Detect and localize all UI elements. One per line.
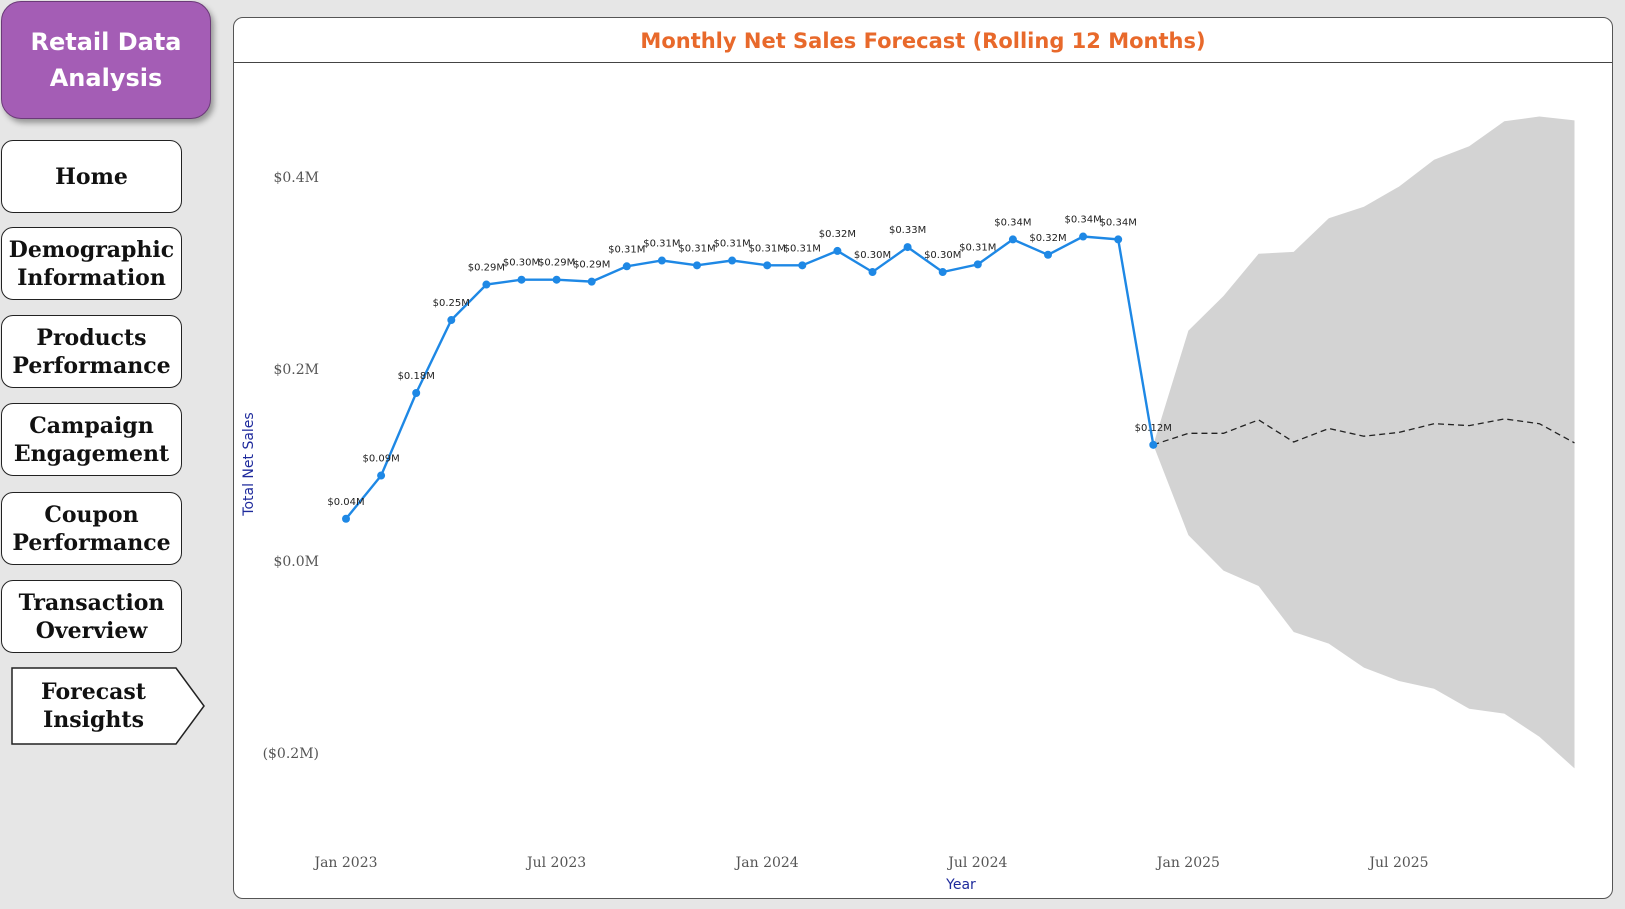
data-point [973, 260, 982, 269]
y-tick-label: $0.2M [273, 362, 319, 378]
data-label: $0.31M [678, 243, 715, 254]
nav-products-label-2: Performance [12, 352, 171, 379]
x-axis-title: Year [945, 877, 976, 893]
data-point [903, 243, 912, 252]
data-label: $0.30M [854, 250, 891, 261]
data-label: $0.29M [468, 263, 505, 274]
y-tick-label: $0.0M [273, 554, 319, 570]
x-tick-label: Jul 2023 [525, 855, 586, 871]
data-label: $0.29M [573, 260, 610, 271]
data-label: $0.18M [398, 371, 435, 382]
nav-campaign-label-1: Campaign [29, 412, 154, 439]
data-point [938, 268, 947, 277]
data-label: $0.34M [1064, 215, 1101, 226]
nav-home-label: Home [55, 163, 128, 190]
data-point [1149, 440, 1158, 449]
data-point [342, 514, 350, 523]
data-point [728, 256, 737, 265]
forecast-line-chart: $0.4M $0.2M $0.0M ($0.2M) Jan 2023 Jul 2023 Ja… [241, 116, 1575, 893]
nav-demographic-label-1: Demographic [8, 236, 175, 263]
x-tick-label: Jul 2024 [946, 855, 1007, 871]
data-point [412, 389, 421, 397]
data-label: $0.31M [784, 243, 821, 254]
forecast-confidence-band [1153, 116, 1575, 769]
data-label: $0.32M [1029, 233, 1066, 244]
data-point [552, 275, 561, 284]
nav-transaction-label-2: Overview [35, 617, 148, 644]
data-label: $0.34M [1100, 217, 1137, 228]
y-tick-label: ($0.2M) [263, 746, 319, 762]
forecast-chart-panel: Monthly Net Sales Forecast (Rolling 12 M… [233, 17, 1613, 899]
nav-coupon-label-2: Performance [12, 529, 171, 556]
app-logo: Retail Data Analysis [1, 1, 211, 119]
data-label: $0.30M [924, 250, 961, 261]
actual-sales-line [345, 235, 1155, 520]
data-point [1044, 250, 1052, 259]
logo-line-1: Retail Data [30, 28, 182, 56]
chart-title: Monthly Net Sales Forecast (Rolling 12 M… [234, 18, 1612, 63]
data-label: $0.25M [433, 298, 470, 309]
y-axis-title: Total Net Sales [241, 412, 257, 516]
data-label: $0.31M [608, 244, 645, 255]
x-tick-label: Jan 2025 [1155, 855, 1220, 871]
data-point [1114, 235, 1123, 244]
nav-transaction-button[interactable]: Transaction Overview [1, 580, 182, 653]
nav-forecast-button[interactable]: Forecast Insights [11, 667, 206, 745]
nav-demographic-label-2: Information [17, 264, 166, 291]
data-point [833, 246, 842, 255]
data-label: $0.12M [1135, 423, 1172, 434]
nav-home-button[interactable]: Home [1, 140, 182, 213]
data-label: $0.31M [749, 243, 786, 254]
data-point [622, 262, 631, 271]
x-tick-label: Jul 2025 [1367, 855, 1428, 871]
data-label: $0.31M [959, 242, 996, 253]
data-label: $0.32M [819, 229, 856, 240]
y-tick-label: $0.4M [273, 170, 319, 186]
nav-products-label-1: Products [36, 324, 147, 351]
nav-campaign-label-2: Engagement [13, 440, 170, 467]
data-label: $0.31M [643, 239, 680, 250]
data-point [1008, 235, 1017, 244]
nav-transaction-label-1: Transaction [18, 589, 165, 616]
data-label: $0.09M [362, 454, 399, 465]
data-point [377, 471, 386, 480]
nav-products-button[interactable]: Products Performance [1, 315, 182, 388]
data-point [763, 261, 772, 270]
data-label: $0.04M [327, 497, 364, 508]
forecast-line [1153, 418, 1575, 446]
x-tick-label: Jan 2023 [312, 855, 377, 871]
data-point [587, 277, 596, 286]
data-point [868, 268, 877, 277]
data-point [1079, 232, 1088, 241]
data-point [482, 280, 491, 289]
nav-coupon-label-1: Coupon [44, 501, 139, 528]
data-label: $0.33M [889, 225, 926, 236]
x-tick-label: Jan 2024 [734, 855, 799, 871]
data-point [798, 261, 807, 270]
logo-line-2: Analysis [49, 64, 163, 92]
nav-forecast-arrow-shape [11, 667, 205, 745]
nav-campaign-button[interactable]: Campaign Engagement [1, 403, 182, 476]
nav-forecast-label-2: Insights [43, 707, 144, 733]
data-label: $0.31M [713, 239, 750, 250]
data-point [693, 261, 701, 270]
data-label: $0.34M [994, 217, 1031, 228]
nav-coupon-button[interactable]: Coupon Performance [1, 492, 182, 565]
data-label: $0.30M [503, 258, 540, 269]
data-label: $0.29M [538, 258, 575, 269]
data-point [657, 256, 666, 265]
data-point [447, 316, 456, 325]
nav-demographic-button[interactable]: Demographic Information [1, 227, 182, 300]
nav-forecast-label-1: Forecast [41, 679, 146, 705]
data-point [517, 275, 526, 284]
